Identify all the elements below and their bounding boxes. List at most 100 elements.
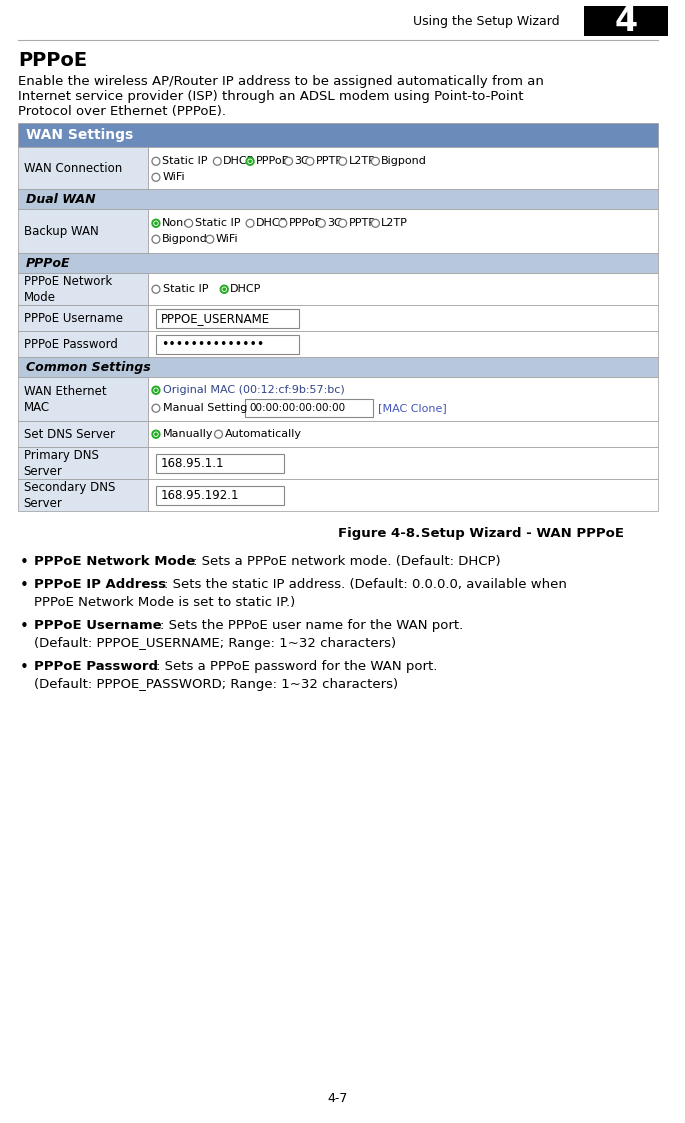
FancyBboxPatch shape [148,305,658,331]
Text: Static IP: Static IP [162,156,208,166]
Text: •: • [20,555,29,570]
Circle shape [152,157,160,165]
FancyBboxPatch shape [18,305,148,331]
Circle shape [223,289,225,291]
Text: PPPoE Username: PPPoE Username [24,312,123,325]
Text: •: • [20,660,29,675]
Circle shape [338,219,347,227]
Text: PPPoE Network Mode: PPPoE Network Mode [34,555,195,568]
FancyBboxPatch shape [18,124,658,147]
Text: DHCP: DHCP [230,284,262,294]
Text: Set DNS Server: Set DNS Server [24,428,114,440]
FancyBboxPatch shape [18,331,148,357]
Text: WiFi: WiFi [216,235,238,245]
Circle shape [249,161,251,163]
Text: •: • [20,578,29,593]
Text: 168.95.192.1: 168.95.192.1 [161,489,239,502]
Circle shape [206,235,214,244]
Circle shape [285,157,292,165]
Text: WAN Connection: WAN Connection [24,162,122,175]
Circle shape [152,235,160,244]
Text: PPPoE: PPPoE [25,257,70,270]
Text: : Sets a PPPoE network mode. (Default: DHCP): : Sets a PPPoE network mode. (Default: D… [192,555,500,568]
FancyBboxPatch shape [18,147,148,190]
Text: 00:00:00:00:00:00: 00:00:00:00:00:00 [250,403,346,413]
FancyBboxPatch shape [148,331,658,357]
Circle shape [213,157,221,165]
FancyBboxPatch shape [18,357,658,377]
Text: Original MAC (00:12:cf:9b:57:bc): Original MAC (00:12:cf:9b:57:bc) [163,385,345,395]
FancyBboxPatch shape [156,335,299,354]
Text: Bigpond: Bigpond [162,235,208,245]
FancyBboxPatch shape [18,421,148,447]
Text: Manually: Manually [163,429,213,439]
Circle shape [152,430,160,438]
Text: Setup Wizard - WAN PPPoE: Setup Wizard - WAN PPPoE [407,527,623,540]
Circle shape [338,157,347,165]
Text: PPPoE IP Address: PPPoE IP Address [34,578,166,591]
Text: L2TP: L2TP [382,218,408,228]
FancyBboxPatch shape [148,147,658,190]
Text: Static IP: Static IP [195,218,240,228]
Text: •: • [20,619,29,634]
Text: None: None [162,218,191,228]
Text: PPPoE Password: PPPoE Password [34,660,158,673]
Circle shape [317,219,325,227]
Text: 3G: 3G [295,156,310,166]
Text: Automatically: Automatically [225,429,301,439]
Circle shape [152,386,160,394]
Text: L2TP: L2TP [349,156,375,166]
FancyBboxPatch shape [18,377,148,421]
Circle shape [155,222,157,225]
Circle shape [185,219,192,227]
Text: Bigpond: Bigpond [382,156,427,166]
FancyBboxPatch shape [156,309,299,328]
Text: [MAC Clone]: [MAC Clone] [378,403,447,413]
FancyBboxPatch shape [148,377,658,421]
FancyBboxPatch shape [584,7,668,36]
FancyBboxPatch shape [18,254,658,273]
Text: Secondary DNS
Server: Secondary DNS Server [24,481,115,510]
Text: WAN Ethernet
MAC: WAN Ethernet MAC [24,385,106,413]
Text: Using the Setup Wizard: Using the Setup Wizard [413,16,560,28]
Text: PPPOE_USERNAME: PPPOE_USERNAME [161,312,270,325]
FancyBboxPatch shape [148,209,658,254]
Text: Internet service provider (ISP) through an ADSL modem using Point-to-Point: Internet service provider (ISP) through … [18,90,523,103]
Circle shape [248,159,252,163]
Text: Static IP: Static IP [163,284,208,294]
Text: PPPoE: PPPoE [18,52,87,71]
Circle shape [152,219,160,227]
Circle shape [152,173,160,181]
Circle shape [221,285,228,293]
Text: Common Settings: Common Settings [25,360,151,374]
Circle shape [155,389,157,391]
Text: 3G: 3G [327,218,343,228]
Text: 4: 4 [614,4,637,38]
Text: PPPoE Username: PPPoE Username [34,619,161,632]
FancyBboxPatch shape [18,209,148,254]
Text: Backup WAN: Backup WAN [24,225,99,238]
Text: ••••••••••••••: •••••••••••••• [161,338,264,350]
Text: PPPoE Network
Mode: PPPoE Network Mode [24,275,112,303]
Circle shape [152,285,160,293]
Text: DHCP: DHCP [256,218,288,228]
FancyBboxPatch shape [148,447,658,480]
Circle shape [152,404,160,412]
Text: : Sets the PPPoE user name for the WAN port.: : Sets the PPPoE user name for the WAN p… [160,619,463,632]
FancyBboxPatch shape [148,273,658,305]
FancyBboxPatch shape [156,454,284,473]
Text: : Sets the static IP address. (Default: 0.0.0.0, available when: : Sets the static IP address. (Default: … [164,578,566,591]
Text: PPPoE Network Mode is set to static IP.): PPPoE Network Mode is set to static IP.) [34,596,295,609]
Text: Protocol over Ethernet (PPPoE).: Protocol over Ethernet (PPPoE). [18,106,226,118]
Text: (Default: PPPOE_PASSWORD; Range: 1~32 characters): (Default: PPPOE_PASSWORD; Range: 1~32 ch… [34,678,398,691]
Text: PPTP: PPTP [316,156,342,166]
Circle shape [214,430,223,438]
Text: 4-7: 4-7 [327,1092,348,1105]
FancyBboxPatch shape [148,421,658,447]
Circle shape [246,219,254,227]
Circle shape [306,157,314,165]
Text: WiFi: WiFi [163,172,186,182]
FancyBboxPatch shape [18,273,148,305]
Text: Figure 4-8.: Figure 4-8. [338,527,420,540]
Text: (Default: PPPOE_USERNAME; Range: 1~32 characters): (Default: PPPOE_USERNAME; Range: 1~32 ch… [34,637,396,650]
